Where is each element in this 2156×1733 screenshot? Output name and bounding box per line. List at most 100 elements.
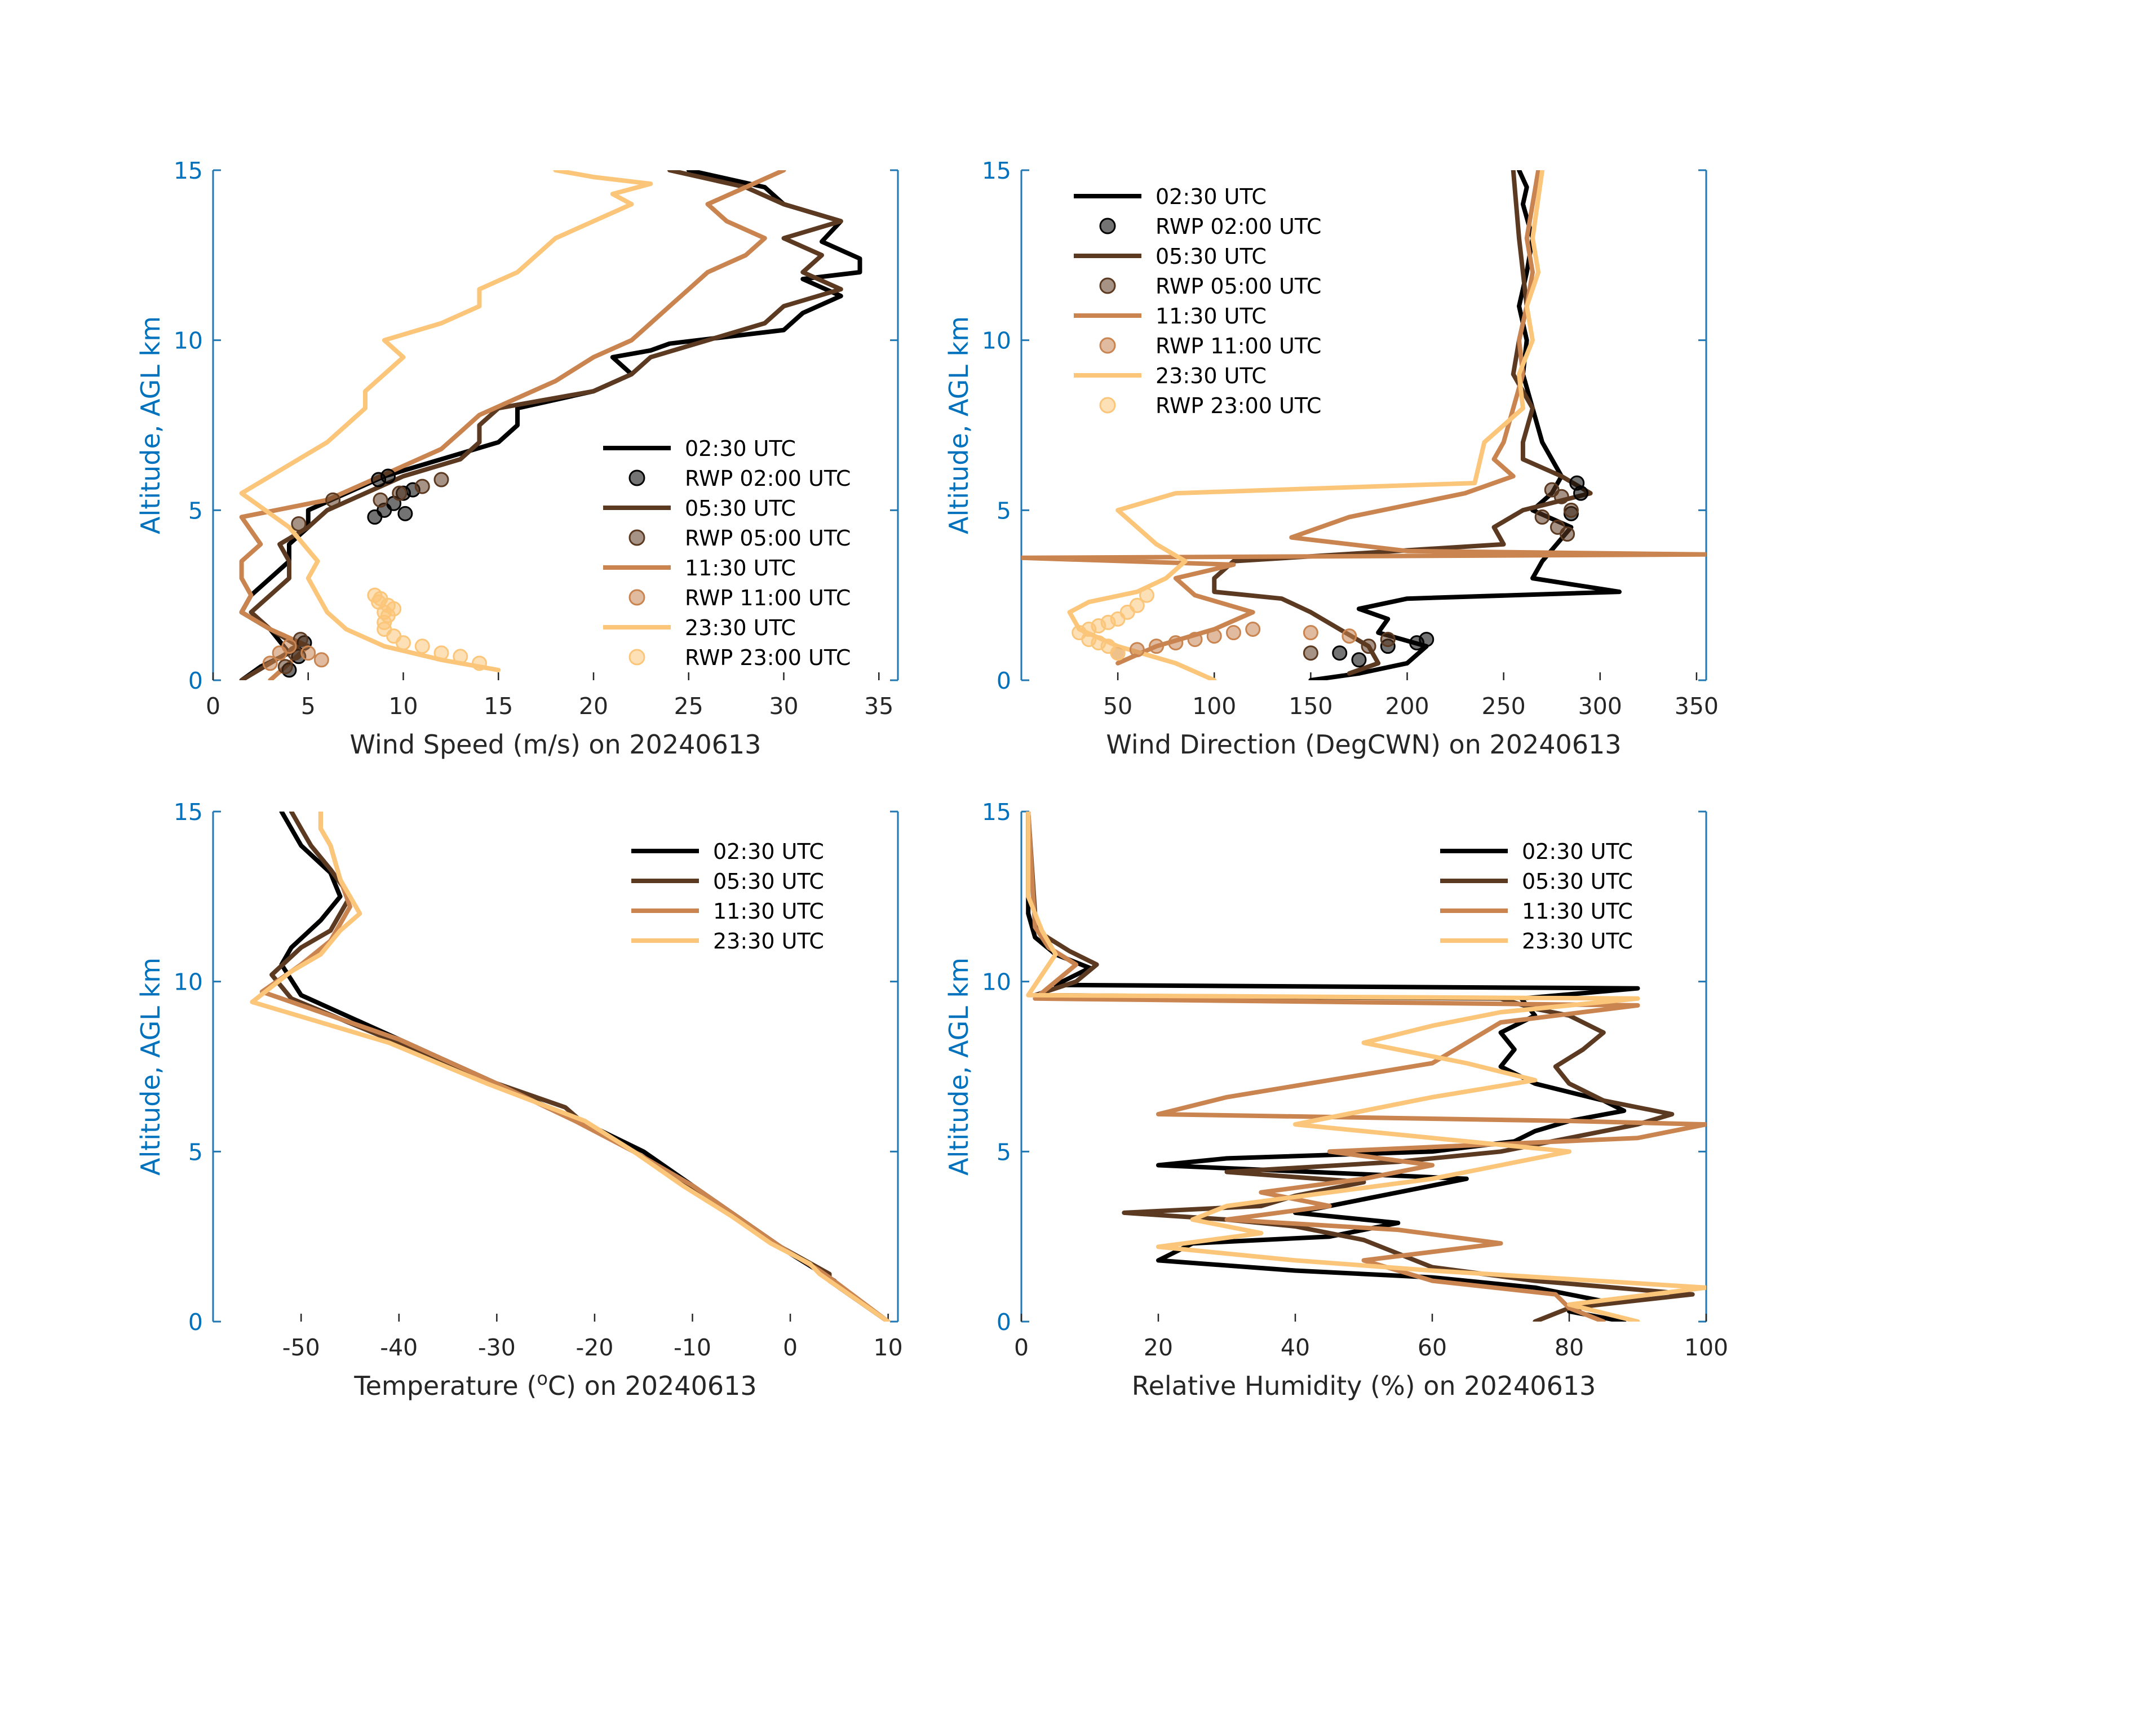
- rwp-point-0500: [291, 516, 307, 531]
- legend-label: 05:30 UTC: [685, 496, 796, 521]
- x-axis-label: Wind Direction (DegCWN) on 20240613: [1106, 729, 1621, 760]
- rwp-point-1100: [1168, 635, 1184, 651]
- x-tick-label: 25: [674, 693, 703, 720]
- rwp-point-2300: [472, 655, 487, 671]
- x-tick-label: 50: [1103, 693, 1132, 720]
- y-tick-label: 10: [982, 327, 1011, 354]
- plot-area: [1026, 812, 1706, 1322]
- rwp-point-1100: [313, 652, 329, 668]
- temperature-panel: 0 5 10 15 -50 -40 -30 -20 -10 0 10 Altitude, AGL km…: [135, 799, 903, 1401]
- x-tick-label: 150: [1289, 693, 1332, 720]
- rwp-point-2300: [1129, 597, 1145, 613]
- series-line-0530: [1026, 812, 1695, 1322]
- y-tick-label: 5: [997, 497, 1011, 524]
- rwp-point-0500: [1380, 632, 1396, 648]
- x-tick-label: 60: [1418, 1334, 1447, 1361]
- rwp-point-1100: [1225, 625, 1241, 641]
- rwp-point-0500: [433, 472, 449, 487]
- rwp-point-0500: [293, 632, 308, 648]
- x-axis-label: Temperature (oC) on 20240613: [353, 1368, 756, 1401]
- rwp-point-1100: [1303, 625, 1318, 641]
- rwp-point-1100: [1149, 639, 1165, 654]
- legend-marker: [1099, 277, 1116, 294]
- rwp-point-1100: [1129, 642, 1145, 658]
- x-tick-label: 5: [301, 693, 316, 720]
- rwp-point-0500: [1303, 645, 1318, 661]
- legend-label: 23:30 UTC: [713, 929, 824, 954]
- series-line-0230: [1308, 170, 1622, 680]
- series-line-0230: [239, 170, 862, 680]
- rwp-point-2300: [1139, 587, 1154, 603]
- relative-humidity-panel: 0 5 10 15 0 20 40 60 80 100 Altitude, AGL km Relati…: [944, 799, 1728, 1401]
- x-tick-label: -30: [478, 1334, 516, 1361]
- x-tick-label: 0: [1014, 1334, 1029, 1361]
- legend: 02:30 UTC RWP 02:00 UTC 05:30 UTC RWP 05:00…: [603, 436, 851, 670]
- y-axis-label: Altitude, AGL km: [944, 316, 974, 534]
- legend-label: RWP 23:00 UTC: [685, 645, 851, 670]
- rwp-point-1100: [281, 639, 297, 654]
- x-tick-label: 100: [1192, 693, 1236, 720]
- legend-label: 02:30 UTC: [1156, 184, 1267, 209]
- x-tick-label: 15: [484, 693, 513, 720]
- rwp-point-0500: [277, 659, 293, 675]
- y-tick-label: 15: [174, 157, 203, 184]
- x-axis-label: Relative Humidity (%) on 20240613: [1132, 1371, 1596, 1401]
- x-tick-label: 20: [579, 693, 608, 720]
- rwp-point-0200: [380, 468, 396, 484]
- plot-area: [239, 170, 862, 680]
- x-tick-label: 30: [769, 693, 798, 720]
- legend-label: 23:30 UTC: [1522, 929, 1633, 954]
- rwp-point-0500: [1563, 502, 1579, 518]
- legend: 02:30 UTC 05:30 UTC 11:30 UTC 23:30 UTC: [631, 839, 824, 954]
- series-line-1130: [1026, 812, 1706, 1322]
- y-tick-label: 0: [188, 1309, 203, 1336]
- rwp-point-0200: [1351, 652, 1367, 668]
- y-tick-label: 5: [188, 1138, 203, 1165]
- x-tick-label: 20: [1144, 1334, 1173, 1361]
- y-tick-label: 5: [997, 1138, 1011, 1165]
- legend-label: RWP 11:00 UTC: [685, 586, 851, 610]
- rwp-point-1100: [1187, 632, 1203, 648]
- legend-label: RWP 23:00 UTC: [1156, 393, 1321, 418]
- x-tick-label: -40: [380, 1334, 418, 1361]
- legend-marker: [628, 469, 645, 486]
- legend-label: 11:30 UTC: [713, 899, 824, 924]
- legend-marker: [1099, 337, 1116, 354]
- legend-label: RWP 02:00 UTC: [685, 466, 851, 491]
- legend-label: RWP 05:00 UTC: [1156, 274, 1321, 299]
- legend-label: 02:30 UTC: [685, 436, 796, 461]
- y-tick-label: 10: [174, 327, 203, 354]
- rwp-point-0200: [397, 506, 413, 521]
- legend-label: 02:30 UTC: [713, 839, 824, 864]
- legend-label: 02:30 UTC: [1522, 839, 1633, 864]
- x-tick-label: 80: [1555, 1334, 1584, 1361]
- y-tick-label: 5: [188, 497, 203, 524]
- x-tick-label: 0: [206, 693, 220, 720]
- series-line-2330: [239, 170, 653, 672]
- rwp-point-0500: [414, 478, 430, 494]
- rwp-point-0500: [1560, 526, 1575, 542]
- x-tick-label: 100: [1684, 1334, 1728, 1361]
- legend: 02:30 UTC RWP 02:00 UTC 05:30 UTC RWP 05:00…: [1074, 184, 1321, 418]
- legend-marker: [628, 529, 645, 546]
- rwp-point-0500: [325, 492, 341, 508]
- x-axis-label: Wind Speed (m/s) on 20240613: [350, 729, 762, 760]
- y-tick-label: 15: [174, 799, 203, 826]
- series-line-0530: [239, 170, 843, 680]
- y-tick-label: 10: [982, 969, 1011, 996]
- wind-speed-panel: 0 5 10 15 0 5 10 15 20 25 30 35 Altitude, AGL km Wind…: [135, 157, 899, 760]
- series-line-2330: [1026, 812, 1706, 1322]
- legend-label: 05:30 UTC: [1522, 869, 1633, 894]
- rwp-point-1100: [1342, 628, 1357, 644]
- rwp-point-0200: [1569, 475, 1585, 491]
- x-tick-label: -50: [282, 1334, 320, 1361]
- legend-marker: [628, 649, 645, 666]
- y-axis-label: Altitude, AGL km: [135, 958, 166, 1176]
- legend-label: RWP 02:00 UTC: [1156, 214, 1321, 239]
- y-tick-label: 0: [997, 1309, 1011, 1336]
- y-tick-label: 10: [174, 969, 203, 996]
- x-tick-label: 10: [874, 1334, 903, 1361]
- legend: 02:30 UTC 05:30 UTC 11:30 UTC 23:30 UTC: [1440, 839, 1633, 954]
